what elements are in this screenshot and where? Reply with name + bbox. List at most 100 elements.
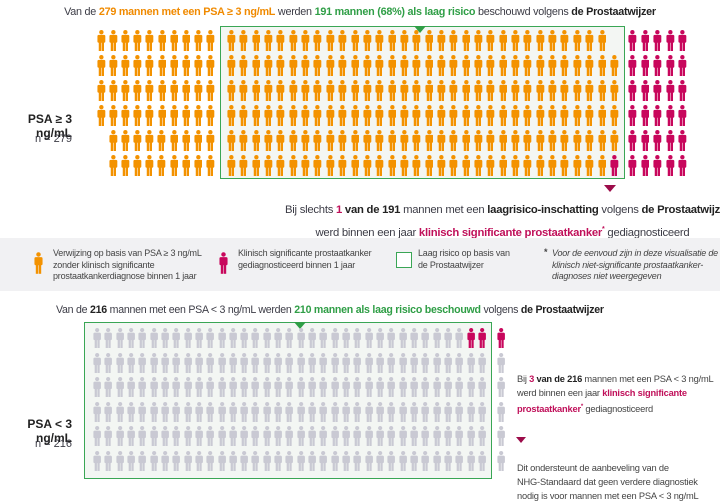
person-icon	[338, 155, 347, 176]
person-icon	[121, 80, 130, 101]
person-icon	[375, 105, 384, 126]
person-icon	[252, 130, 260, 151]
person-icon	[157, 80, 166, 101]
person-icon	[206, 426, 215, 446]
person-icon	[425, 105, 433, 126]
person-icon	[387, 105, 396, 126]
person-icon	[297, 328, 305, 348]
person-icon	[252, 105, 260, 126]
person-icon	[560, 130, 569, 151]
person-icon	[375, 30, 384, 51]
magenta-triangle-marker	[516, 437, 526, 443]
person-icon	[157, 155, 166, 176]
person-icon	[319, 328, 328, 348]
person-icon	[410, 426, 418, 446]
person-icon	[678, 130, 687, 151]
person-icon	[319, 352, 328, 373]
person-icon	[217, 328, 226, 348]
person-icon	[121, 30, 130, 51]
person-icon	[217, 450, 226, 471]
person-icon	[536, 155, 545, 176]
person-icon	[145, 105, 154, 126]
person-icon	[399, 450, 407, 471]
person-icon	[462, 130, 470, 151]
person-icon	[474, 30, 483, 51]
person-icon	[194, 155, 202, 176]
person-icon	[478, 450, 486, 471]
person-icon	[387, 450, 396, 471]
person-icon	[297, 450, 305, 471]
person-icon	[195, 401, 203, 422]
person-icon	[150, 352, 158, 373]
person-icon	[150, 401, 158, 422]
person-icon	[319, 450, 328, 471]
person-icon	[497, 352, 505, 373]
person-icon	[157, 130, 166, 151]
person-icon	[229, 450, 237, 471]
person-icon	[161, 352, 169, 373]
person-icon	[573, 30, 582, 51]
n-label-high: n = 279	[34, 133, 72, 145]
person-icon	[194, 30, 203, 51]
person-icon	[217, 426, 226, 446]
person-icon	[678, 155, 687, 176]
person-icon	[121, 130, 130, 151]
person-icon	[478, 328, 486, 348]
person-icon	[285, 352, 294, 373]
person-icon	[610, 55, 619, 76]
person-icon	[653, 80, 662, 101]
person-icon	[444, 450, 452, 471]
person-icon	[573, 80, 582, 101]
person-icon	[399, 352, 407, 373]
person-icon	[466, 352, 475, 373]
person-icon	[93, 426, 101, 446]
person-icon	[240, 401, 249, 422]
person-icon	[116, 426, 124, 446]
person-icon	[666, 30, 675, 51]
person-icon	[353, 328, 362, 348]
person-icon	[610, 105, 619, 126]
person-icon	[425, 130, 433, 151]
person-icon	[264, 80, 273, 101]
person-icon	[666, 155, 675, 176]
person-icon	[410, 401, 418, 422]
person-icon	[560, 55, 569, 76]
person-icon	[170, 105, 178, 126]
person-icon	[276, 155, 285, 176]
person-icon	[412, 30, 421, 51]
person-icon	[363, 55, 372, 76]
person-icon	[365, 450, 373, 471]
person-icon	[678, 105, 687, 126]
person-icon	[375, 155, 384, 176]
legend-low-risk: Laag risico op basis van de Prostaatwijze…	[418, 248, 510, 270]
person-icon	[387, 30, 396, 51]
person-icon	[121, 55, 130, 76]
person-icon	[93, 450, 101, 471]
person-icon	[195, 377, 203, 397]
footnote-mark: *	[544, 247, 548, 257]
person-icon	[206, 328, 215, 348]
group-label-low: PSA < 3 ng/mL	[27, 417, 72, 445]
person-icon	[251, 450, 260, 471]
person-icon	[326, 155, 335, 176]
person-icon	[350, 105, 359, 126]
person-icon	[93, 328, 101, 348]
person-icon	[239, 30, 248, 51]
person-icon	[628, 130, 637, 151]
person-icon	[375, 80, 384, 101]
person-icon	[375, 55, 384, 76]
person-icon	[455, 377, 464, 397]
person-icon	[331, 352, 339, 373]
person-icon	[161, 377, 169, 397]
person-icon	[297, 426, 305, 446]
person-icon	[116, 352, 124, 373]
person-icon	[121, 105, 130, 126]
person-icon	[313, 130, 322, 151]
person-icon	[145, 55, 154, 76]
person-icon	[133, 105, 142, 126]
person-icon	[104, 352, 113, 373]
person-icon	[116, 377, 124, 397]
person-icon	[97, 80, 106, 101]
person-icon	[301, 130, 310, 151]
person-icon	[274, 401, 283, 422]
